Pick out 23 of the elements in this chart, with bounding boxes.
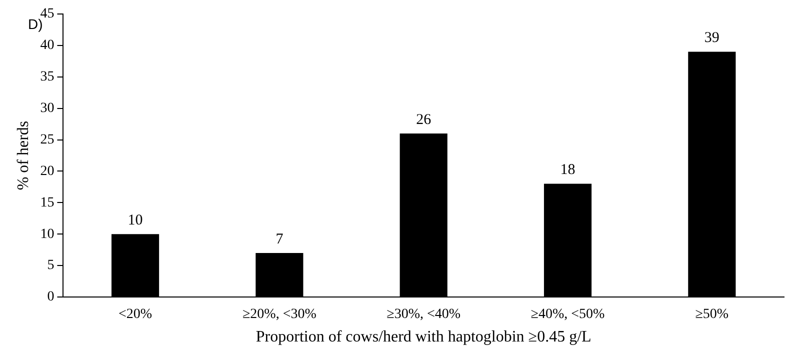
y-tick-label: 15 [40,195,54,210]
x-tick-label: ≥50% [695,307,729,322]
y-tick-label: 20 [40,164,54,179]
x-tick-label: ≥30%, <40% [386,307,461,322]
data-label: 18 [560,162,576,178]
y-tick-label: 10 [40,226,54,242]
y-tick-label: 30 [40,101,54,116]
x-tick-label: ≥20%, <30% [242,307,317,322]
y-tick-label: 25 [40,132,54,148]
y-axis-title: % of herds [14,120,32,190]
text: D) [28,16,43,32]
data-label: 7 [276,231,284,248]
data-label: 10 [128,212,143,229]
data-label: 26 [416,112,432,128]
y-tick-label: 35 [40,70,54,85]
x-tick-label: ≥40%, <50% [530,307,606,322]
x-axis-title: Proportion of cows/herd with haptoglobin ≥0.45 g/L [256,328,592,346]
y-tick-label: 5 [47,258,54,274]
y-tick-label: 0 [47,290,54,305]
x-tick-label: <20% [118,307,152,322]
data-label: 39 [704,30,720,46]
y-tick-label: 45 [40,6,54,22]
y-tick-label: 40 [40,38,54,54]
